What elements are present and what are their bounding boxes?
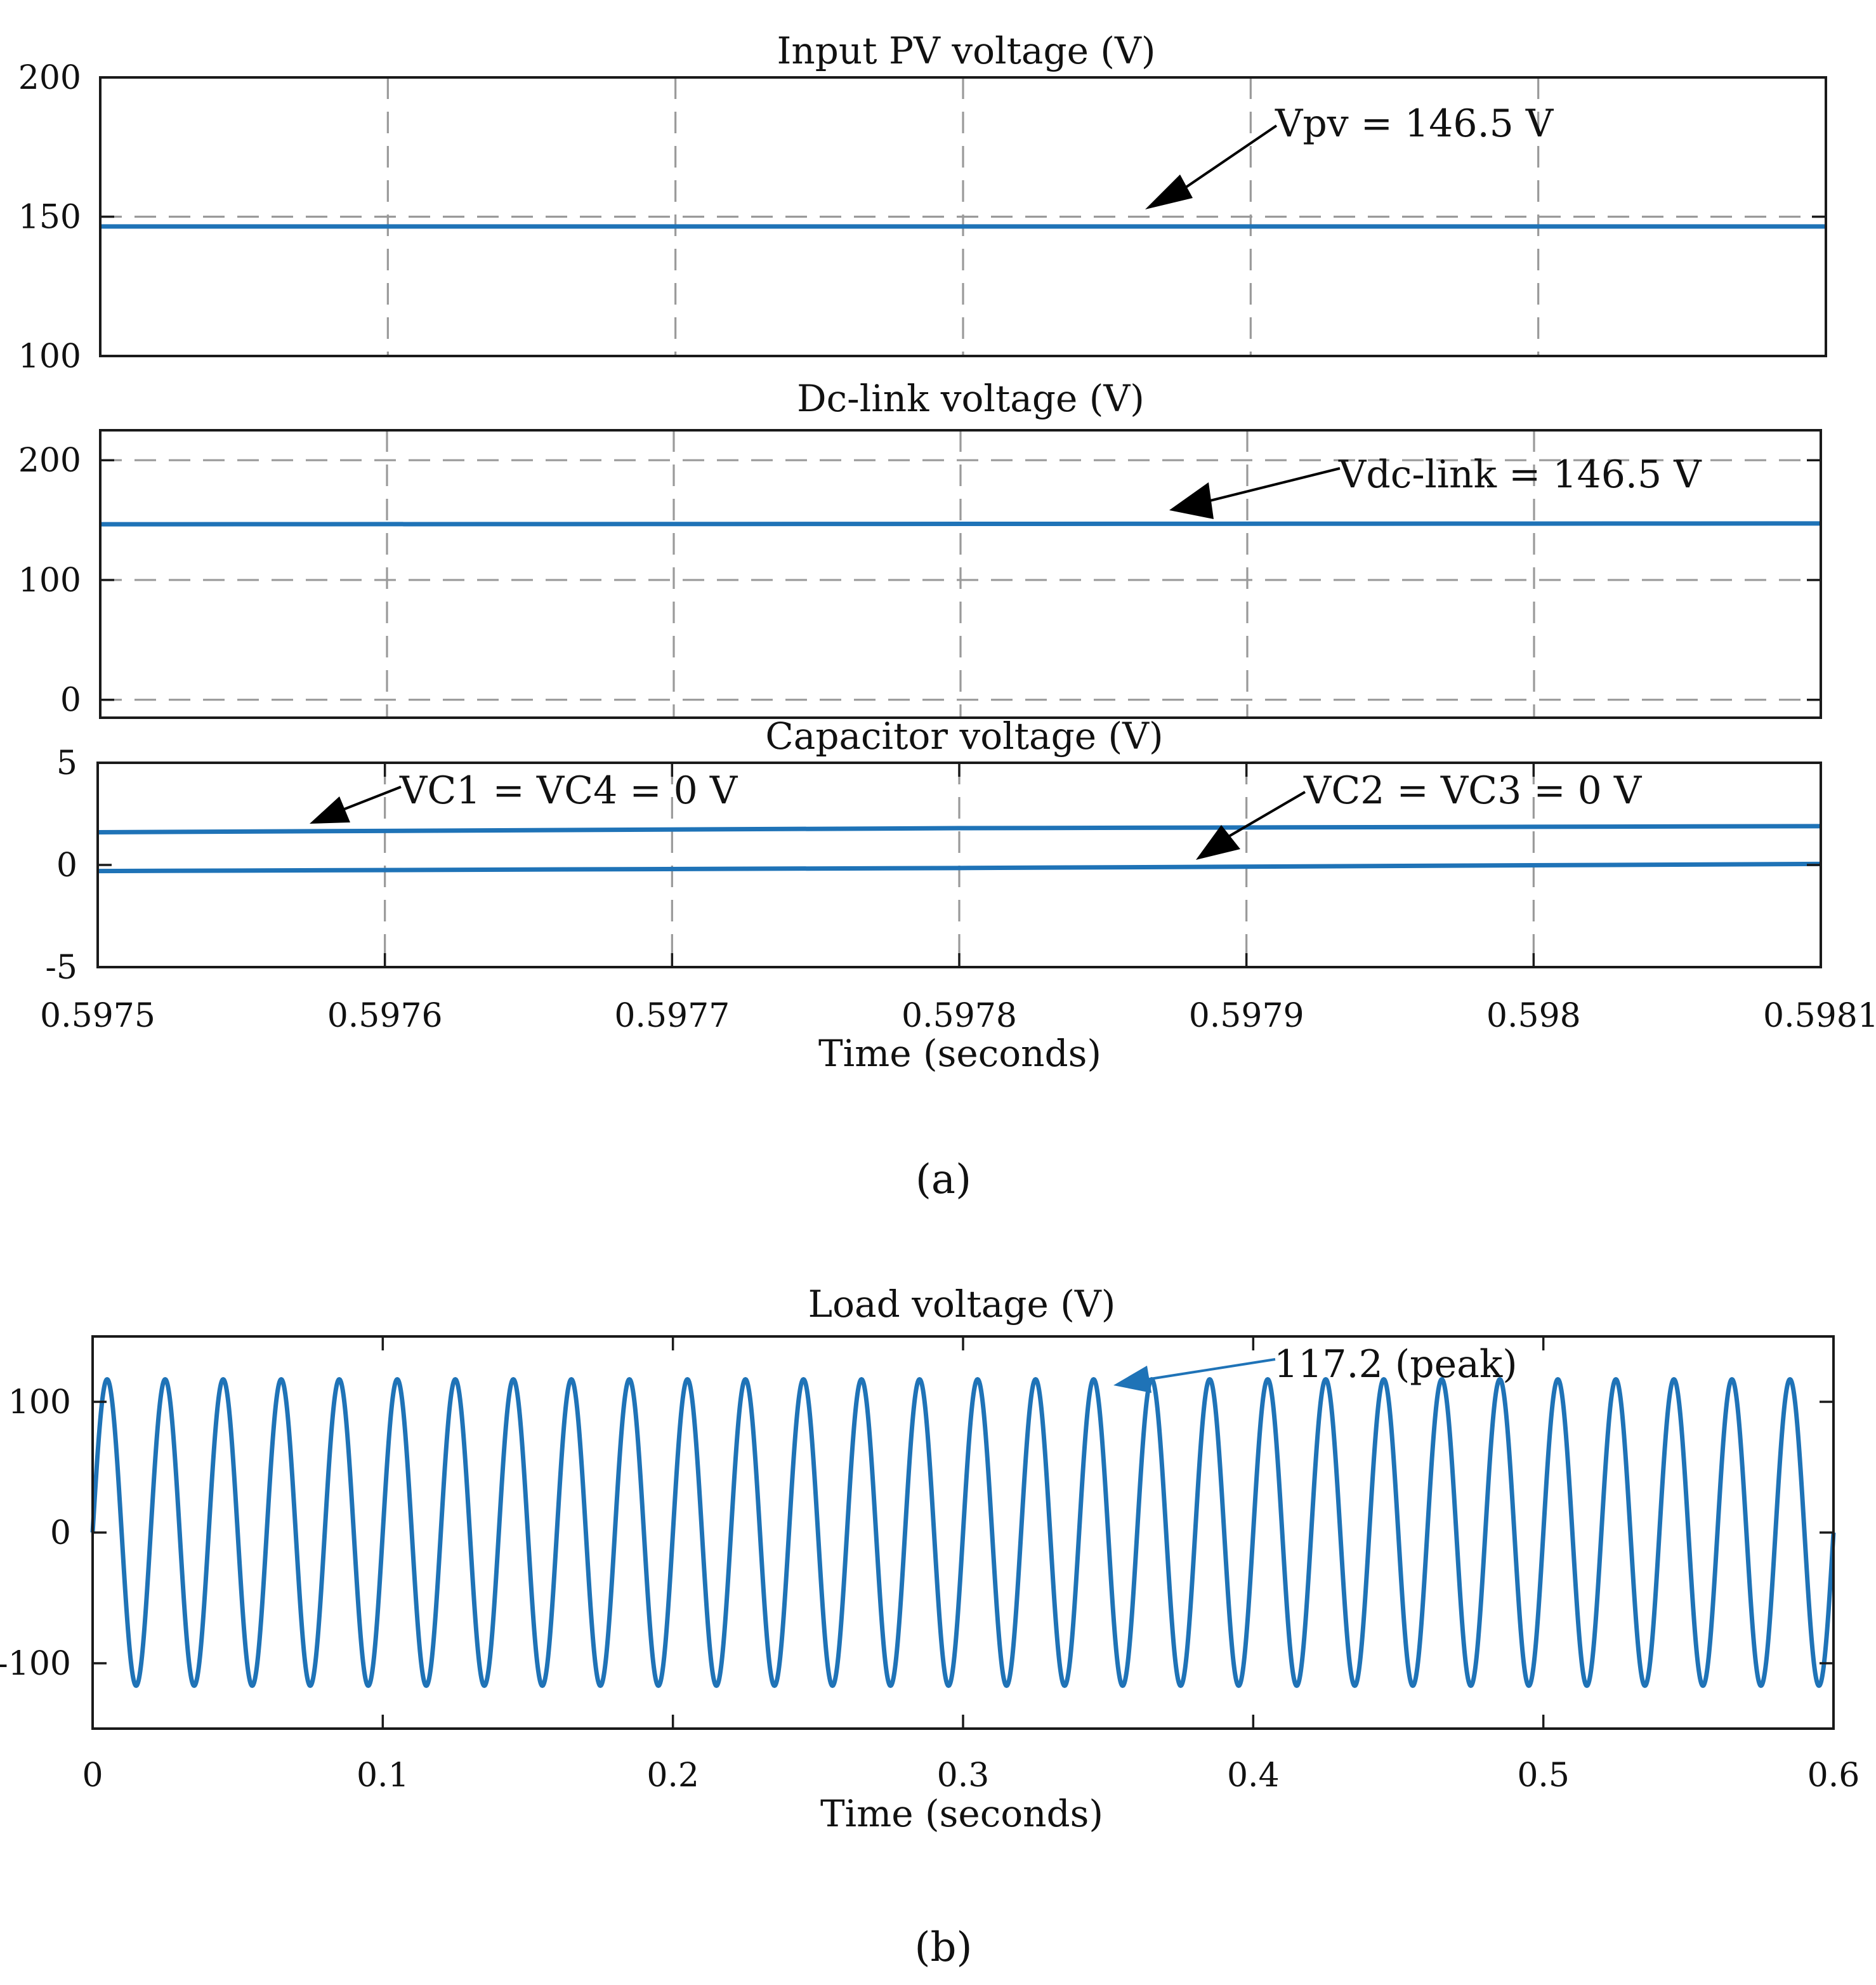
chart-pv-voltage: Input PV voltage (V) 100 150 200 Vpv = 146…: [18, 29, 1827, 376]
x-tick-label: 0.3: [937, 1757, 990, 1795]
y-tick-label: 200: [18, 442, 81, 480]
panel-label-a: (a): [915, 1156, 971, 1203]
x-tick-label: 0.598: [1486, 997, 1581, 1035]
axes-frame-cap: [96, 762, 1822, 968]
chart-dclink-voltage: Dc-link voltage (V) 0 100 200 Vdc-link = 1…: [18, 377, 1822, 720]
panel-label-b: (b): [915, 1924, 973, 1971]
annotation-arrowhead-vdc: [1169, 482, 1214, 519]
y-tick-label: 150: [18, 199, 81, 237]
y-tick-label: -100: [0, 1645, 71, 1683]
annotation-arrowhead-vpv: [1145, 175, 1193, 209]
annotation-arrowhead-load: [1113, 1366, 1151, 1393]
x-tick-label: 0.5975: [40, 997, 155, 1035]
series-line-vc1-vc4: [97, 824, 1821, 834]
y-tick-label: 100: [18, 562, 81, 600]
chart-title-cap: Capacitor voltage (V): [765, 715, 1163, 758]
annotation-arrow-vdc: [1202, 467, 1341, 504]
x-tick-label: 0.5976: [327, 997, 443, 1035]
axes-frame-pv: [99, 76, 1827, 357]
y-tick-label: 200: [18, 59, 81, 97]
annotation-arrow-load: [1141, 1358, 1276, 1382]
series-line-vc2-vc3: [97, 861, 1821, 874]
y-tick-label: 100: [18, 338, 81, 376]
y-tick-label: 0: [60, 682, 81, 720]
chart-title-pv: Input PV voltage (V): [777, 29, 1156, 72]
annotation-arrowhead-vc2: [1196, 825, 1240, 860]
annotation-load-peak: 117.2 (peak): [1274, 1342, 1518, 1387]
x-tick-label: 0.5: [1517, 1757, 1570, 1795]
x-tick-label: 0.5978: [902, 997, 1017, 1035]
x-tick-label: 0.5977: [614, 997, 730, 1035]
y-tick-label: 100: [8, 1383, 71, 1421]
x-tick-label: 0: [82, 1757, 103, 1795]
annotation-vpv: Vpv = 146.5 V: [1275, 102, 1554, 146]
x-tick-label: 0.5981: [1763, 997, 1876, 1035]
chart-load-voltage: Load voltage (V) -100 0 100 0 0.1 0.2 0.3 0.4 0…: [0, 1283, 1860, 1835]
annotation-arrow-vc1: [336, 786, 402, 814]
chart-title-dc: Dc-link voltage (V): [797, 377, 1145, 420]
y-tick-label: -5: [45, 949, 77, 987]
annotation-arrow-vc2: [1223, 791, 1306, 840]
axes-frame-dc: [99, 429, 1822, 719]
y-tick-label: 5: [56, 744, 77, 782]
annotation-vc1-vc4: VC1 = VC4 = 0 V: [399, 768, 738, 813]
x-tick-label: 0.5979: [1189, 997, 1304, 1035]
y-tick-label: 0: [50, 1514, 71, 1552]
x-tick-label: 0.4: [1227, 1757, 1280, 1795]
chart-title-load: Load voltage (V): [808, 1283, 1116, 1326]
annotation-vdc: Vdc-link = 146.5 V: [1338, 452, 1702, 497]
x-tick-label: 0.6: [1807, 1757, 1860, 1795]
y-tick-label: 0: [56, 847, 77, 885]
axes-frame-load: [91, 1335, 1835, 1730]
annotation-arrowhead-vc1: [310, 796, 350, 824]
series-line-load-voltage: [90, 1377, 1836, 1688]
x-tick-label: 0.2: [646, 1757, 699, 1795]
x-tick-label: 0.1: [357, 1757, 409, 1795]
chart-capacitor-voltage: Capacitor voltage (V) -5 0 5 0.5975 0.5976 0…: [40, 715, 1876, 1075]
x-axis-label-a: Time (seconds): [818, 1032, 1101, 1075]
annotation-vc2-vc3: VC2 = VC3 = 0 V: [1303, 768, 1643, 813]
x-axis-label-b: Time (seconds): [820, 1792, 1103, 1835]
